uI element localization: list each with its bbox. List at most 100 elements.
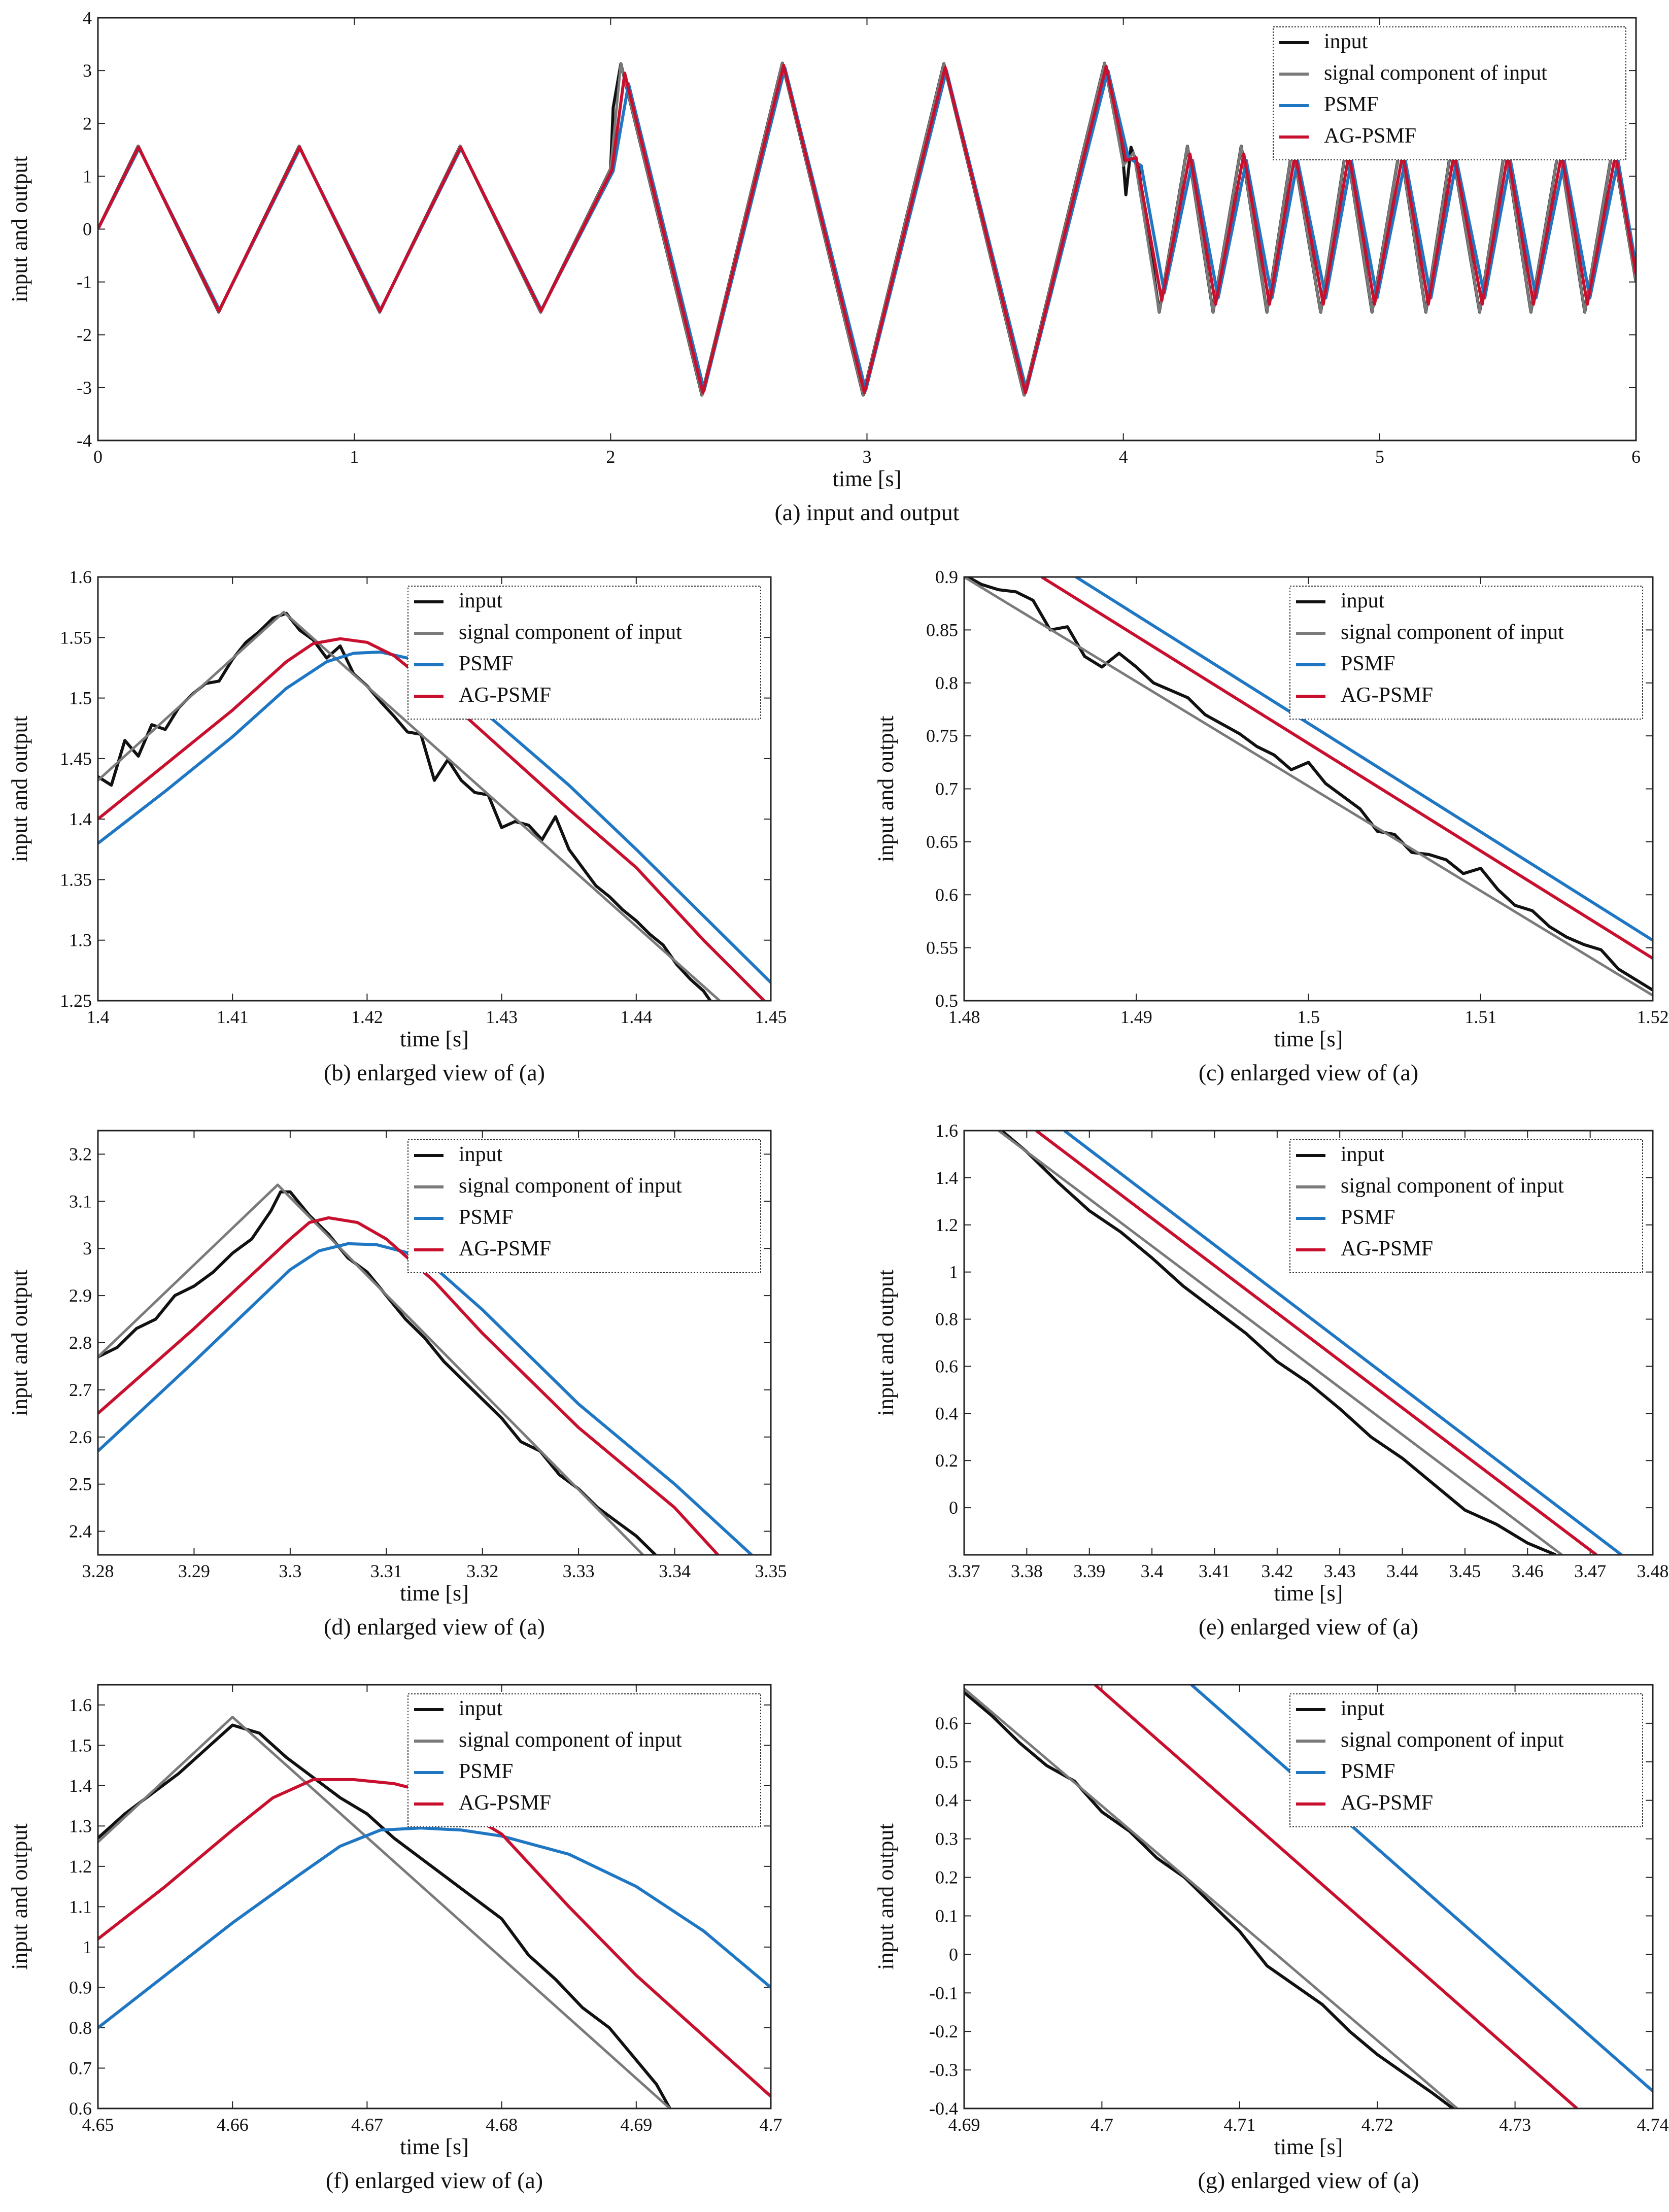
x-tick-label: 6 xyxy=(1631,447,1641,467)
y-tick-label: -3 xyxy=(77,378,92,398)
x-tick-label: 4.7 xyxy=(1091,2115,1113,2135)
y-tick-label: 4 xyxy=(83,8,92,28)
x-tick-label: 4.69 xyxy=(948,2115,980,2135)
series-line-input xyxy=(1001,1131,1556,1555)
x-tick-label: 1.48 xyxy=(948,1007,980,1027)
y-tick-label: 0.75 xyxy=(926,726,958,746)
x-tick-label: 1.45 xyxy=(755,1007,787,1027)
y-tick-label: 2.4 xyxy=(69,1521,92,1542)
x-axis-label: time [s] xyxy=(833,466,902,491)
y-tick-label: 0.65 xyxy=(926,832,958,852)
legend-label: signal component of input xyxy=(459,621,682,644)
series-line-ag-psmf xyxy=(98,1778,771,2098)
legend-label: PSMF xyxy=(459,1760,513,1783)
plot-frame xyxy=(97,1130,772,1556)
x-tick-label: 3.29 xyxy=(178,1561,210,1581)
x-axis-label: time [s] xyxy=(400,1581,469,1606)
y-tick-label: 1.6 xyxy=(935,1120,958,1141)
legend-label: input xyxy=(459,589,503,612)
series-line-signal xyxy=(964,577,1653,997)
y-tick-label: 1.4 xyxy=(69,809,92,829)
x-tick-label: 4.65 xyxy=(82,2115,114,2135)
y-tick-label: 1.1 xyxy=(69,1896,92,1917)
series-line-signal xyxy=(998,1131,1563,1555)
series-line-input xyxy=(964,1691,1454,2108)
y-tick-label: 1 xyxy=(949,1262,958,1282)
y-tick-label: 1.25 xyxy=(60,991,92,1011)
y-tick-label: 1.6 xyxy=(69,1695,92,1715)
y-axis-label: input and output xyxy=(7,156,32,302)
x-tick-label: 4.67 xyxy=(351,2115,383,2135)
x-tick-label: 3 xyxy=(863,447,872,467)
x-axis-label: time [s] xyxy=(1274,1581,1343,1606)
y-axis-label: input and output xyxy=(873,1270,898,1416)
chart-panel-f: 4.65 4.66 4.67 4.68 4.69 4.7 0.6 0.7 0.8 0.9 1 1.1 1… xyxy=(7,1684,782,2193)
series-line-ag-psmf xyxy=(1035,1131,1597,1555)
x-tick-label: 3.31 xyxy=(370,1561,402,1581)
legend-label: signal component of input xyxy=(459,1728,682,1752)
legend-label: signal component of input xyxy=(1341,1174,1564,1198)
legend: input signal component of input PSMF AG-PSM… xyxy=(1289,1693,1643,1827)
plot-frame xyxy=(963,1130,1654,1556)
x-tick-label: 0 xyxy=(93,447,103,467)
legend: input signal component of input PSMF AG-PSM… xyxy=(1289,586,1643,720)
chart-panel-d: 3.28 3.29 3.3 3.31 3.32 3.33 3.34 3.35 2.4 2.5 2.6… xyxy=(7,1130,787,1640)
x-axis-label: time [s] xyxy=(400,1027,469,1051)
y-tick-label: 1.2 xyxy=(935,1215,958,1235)
legend-label: PSMF xyxy=(459,1206,513,1229)
series-line-signal xyxy=(98,1716,671,2108)
y-tick-label: 3 xyxy=(83,60,92,81)
series-line-ag-psmf xyxy=(98,637,765,1001)
y-tick-label: 0.5 xyxy=(935,1752,958,1772)
y-tick-label: -2 xyxy=(77,325,92,345)
x-tick-label: 4.69 xyxy=(620,2115,652,2135)
x-tick-label: 1.4 xyxy=(87,1007,110,1027)
y-axis-label: input and output xyxy=(7,716,32,862)
panel-caption: (d) enlarged view of (a) xyxy=(324,1614,545,1640)
y-tick-label: 0.1 xyxy=(935,1905,958,1926)
y-tick-label: 0.4 xyxy=(935,1403,958,1423)
chart-panel-a: 0 1 2 3 4 5 6 -4 -3 -2 -1 0 1 2 3 4 input signal componen… xyxy=(7,8,1641,525)
x-tick-label: 1 xyxy=(350,447,359,467)
plot-frame xyxy=(97,1684,772,2109)
y-tick-label: -0.4 xyxy=(929,2098,958,2119)
x-tick-label: 1.52 xyxy=(1637,1007,1669,1027)
legend-label: PSMF xyxy=(459,652,513,675)
y-tick-label: 0.85 xyxy=(926,620,958,640)
x-tick-label: 1.41 xyxy=(217,1007,249,1027)
x-tick-label: 1.49 xyxy=(1120,1007,1152,1027)
y-axis-label: input and output xyxy=(873,716,898,862)
panel-caption: (b) enlarged view of (a) xyxy=(324,1060,545,1085)
y-tick-label: 0.3 xyxy=(935,1829,958,1849)
x-tick-label: 3.32 xyxy=(466,1561,498,1581)
x-tick-label: 3.44 xyxy=(1386,1561,1418,1581)
legend-label: input xyxy=(1341,1143,1385,1166)
legend: input signal component of input PSMF AG-PSM… xyxy=(1273,26,1626,160)
series-line-input xyxy=(98,1190,657,1555)
y-tick-label: 0.2 xyxy=(935,1867,958,1888)
series-line-ag-psmf xyxy=(1041,577,1653,960)
plot-frame xyxy=(963,576,1654,1002)
legend-label: input xyxy=(459,1697,503,1720)
chart-panel-g: 4.69 4.7 4.71 4.72 4.73 4.74 -0.4 -0.3 -0.2 -0.1 0… xyxy=(873,1684,1669,2193)
y-tick-label: 0.9 xyxy=(935,567,958,587)
y-tick-label: 0 xyxy=(949,1498,958,1518)
x-axis-label: time [s] xyxy=(1274,1027,1343,1051)
y-tick-label: 1.35 xyxy=(60,869,92,890)
y-tick-label: 1.6 xyxy=(69,567,92,587)
y-tick-label: 0.55 xyxy=(926,938,958,958)
x-axis-label: time [s] xyxy=(400,2134,469,2159)
y-axis-label: input and output xyxy=(873,1823,898,1969)
y-tick-label: 3.1 xyxy=(69,1191,92,1211)
y-tick-label: 0.8 xyxy=(69,2018,92,2038)
y-tick-label: 0.4 xyxy=(935,1790,958,1811)
series-line-ag-psmf xyxy=(98,1216,720,1555)
panel-caption: (e) enlarged view of (a) xyxy=(1199,1614,1418,1640)
legend-label: AG-PSMF xyxy=(459,1237,551,1261)
legend-label: PSMF xyxy=(1341,1760,1395,1783)
chart-panel-b: 1.4 1.41 1.42 1.43 1.44 1.45 1.25 1.3 1.35 1.4 1.4… xyxy=(7,567,787,1085)
y-tick-label: -1 xyxy=(77,272,92,292)
x-tick-label: 4.73 xyxy=(1499,2115,1531,2135)
x-tick-label: 3.38 xyxy=(1011,1561,1043,1581)
